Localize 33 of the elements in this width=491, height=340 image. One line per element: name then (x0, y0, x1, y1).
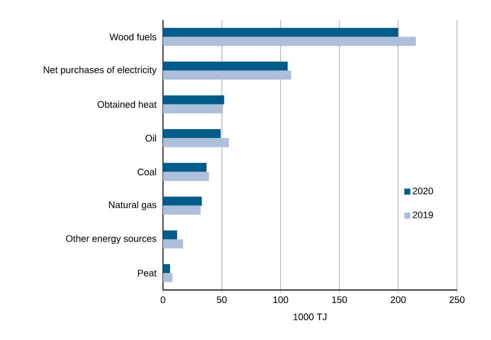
x-axis-title: 1000 TJ (294, 314, 326, 320)
y-tick-label: Coal (138, 168, 156, 176)
y-tick-label: Net purchases of electricity (44, 66, 157, 76)
y-tick-label: Peat (138, 270, 157, 276)
bar (163, 95, 224, 104)
legend-label: 2019 (412, 212, 433, 218)
bar (163, 264, 170, 274)
bar (163, 104, 223, 114)
x-tick-label: 100 (273, 296, 288, 304)
x-tick-label: 0 (160, 296, 166, 304)
bar (163, 62, 288, 71)
y-tick-label: Other energy sources (66, 234, 156, 244)
x-tick-label: 250 (450, 296, 465, 304)
bar (163, 196, 202, 206)
bar (163, 273, 172, 282)
bar (163, 28, 398, 37)
y-tick-label: Obtained heat (98, 100, 157, 108)
bar (163, 206, 201, 215)
bar (163, 162, 207, 172)
bar (163, 36, 416, 46)
bar (163, 172, 209, 181)
y-tick-label: Wood fuels (110, 33, 156, 40)
bar (163, 138, 229, 148)
x-tick-label: 200 (390, 296, 406, 304)
y-tick-label: Oil (146, 134, 156, 142)
x-tick-label: 50 (216, 296, 227, 304)
y-tick-label: Natural gas (109, 201, 156, 210)
legend-label: 2020 (412, 188, 433, 194)
bar (163, 239, 183, 248)
x-tick-label: 150 (332, 296, 347, 304)
bar (163, 70, 292, 80)
bar (163, 129, 221, 138)
bar (163, 230, 178, 240)
